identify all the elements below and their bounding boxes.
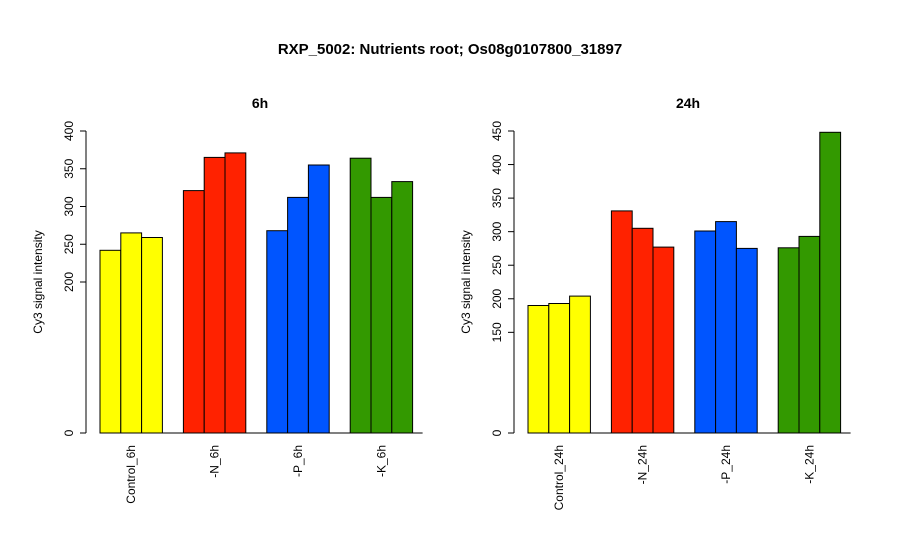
- x-tick-label: -K_6h: [374, 445, 388, 477]
- bars-group: [527, 131, 851, 434]
- bars-group: [99, 152, 423, 434]
- bar--K_6h-1: [349, 157, 372, 434]
- y-axis: 0 150 200 250 300 350 400 450: [490, 121, 515, 436]
- bar-Control_24h-3: [569, 295, 591, 434]
- bar--K_24h-1: [777, 247, 800, 434]
- x-tick-label: -N_6h: [208, 445, 222, 478]
- y-tick-label: 250: [62, 234, 76, 254]
- x-tick-label: Control_6h: [124, 445, 138, 504]
- bar--K_24h-2: [798, 235, 821, 434]
- y-tick-label: 350: [62, 158, 76, 178]
- bar--P_6h-1: [266, 230, 289, 434]
- x-tick-label: Control_24h: [552, 445, 566, 510]
- bar--P_6h-3: [307, 164, 330, 434]
- bar--N_24h-2: [631, 227, 654, 434]
- bar--K_24h-3: [819, 131, 842, 434]
- y-tick-label: 0: [490, 429, 504, 436]
- y-tick-label: 200: [490, 288, 504, 308]
- y-tick-label: 400: [62, 121, 76, 141]
- bar-Control_6h-3: [141, 237, 163, 434]
- bar--N_6h-1: [182, 190, 205, 434]
- x-tick-label: -P_6h: [291, 445, 305, 477]
- y-tick-label: 300: [62, 196, 76, 216]
- y-tick-label: 0: [62, 429, 76, 436]
- bar-Control_24h-2: [548, 303, 571, 434]
- bar--N_6h-2: [203, 156, 226, 434]
- bar--P_6h-2: [287, 196, 309, 434]
- y-tick-label: 250: [490, 255, 504, 275]
- y-axis: 0 200 250 300 350 400: [62, 121, 87, 436]
- bar--N_24h-1: [610, 210, 633, 434]
- bar--P_24h-1: [694, 230, 717, 434]
- y-tick-label: 300: [490, 221, 504, 241]
- x-tick-label: -N_24h: [636, 445, 650, 484]
- panel-title: 24h: [676, 95, 700, 111]
- x-tick-label: -P_24h: [719, 445, 733, 484]
- chart-panel-6h: 6h Cy3 signal intensity 0 200 250 300 350 400…: [31, 95, 423, 504]
- figure-title: RXP_5002: Nutrients root; Os08g0107800_3…: [278, 41, 622, 58]
- bar--P_24h-3: [735, 247, 758, 434]
- bar-Control_24h-1: [527, 305, 550, 434]
- bar--K_6h-3: [391, 181, 414, 434]
- y-tick-label: 450: [490, 121, 504, 141]
- bar--N_24h-3: [652, 246, 675, 434]
- bar--K_6h-2: [370, 196, 393, 434]
- bar-Control_6h-2: [120, 232, 143, 434]
- y-tick-label: 200: [62, 272, 76, 292]
- chart-panel-24h: 24h Cy3 signal intensity 0 150 200 250 300 35…: [459, 95, 851, 510]
- y-tick-label: 150: [490, 322, 504, 342]
- y-axis-label: Cy3 signal intensity: [459, 230, 473, 333]
- panel-title: 6h: [252, 95, 268, 111]
- y-axis-label: Cy3 signal intensity: [31, 230, 45, 333]
- x-tick-label: -K_24h: [802, 445, 816, 484]
- bar-Control_6h-1: [99, 249, 122, 434]
- y-tick-label: 400: [490, 154, 504, 174]
- y-tick-label: 350: [490, 188, 504, 208]
- bar--N_6h-3: [224, 152, 247, 434]
- bar--P_24h-2: [715, 221, 737, 434]
- x-axis-labels: Control_6h -N_6h -P_6h -K_6h: [124, 445, 388, 504]
- x-axis-labels: Control_24h -N_24h -P_24h -K_24h: [552, 445, 816, 510]
